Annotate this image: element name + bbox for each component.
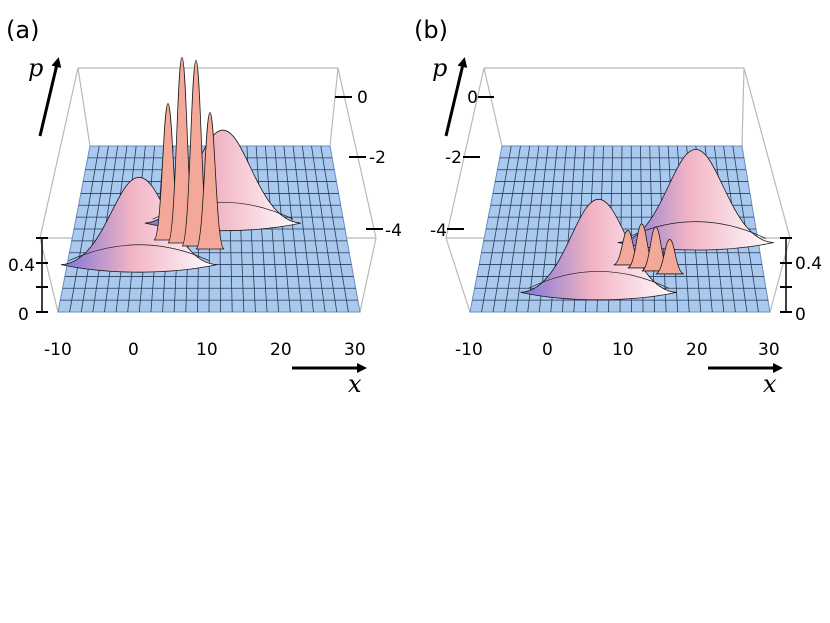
panel-b-p-label: p [432,54,447,82]
interference-fringe [195,112,225,250]
gaussian-peak [617,149,774,251]
box-edge [39,237,59,313]
panel-b-p-arrow [444,57,468,137]
z-tick-label: 0 [18,305,29,325]
panel-a: (a) p 0 -2 -4 0.4 0 -10 0 [6,16,402,398]
z-tick-label: 0.4 [8,256,35,276]
panel-a-z-ticks: 0.4 0 [8,237,48,325]
panel-a-p-label: p [28,54,43,82]
panel-a-x-ticks: -10 0 10 20 30 [44,340,366,360]
panel-b-p-ticks: 0 -2 -4 [430,88,494,241]
x-tick-label: 30 [758,340,780,360]
box-edge [445,237,471,313]
x-tick-label: 0 [542,340,553,360]
box-edge [769,237,791,313]
panel-a-x-label: x [348,370,362,398]
panel-b-x-label: x [763,370,777,398]
peak [613,223,684,275]
box-edge [329,67,339,147]
panel-b-label: (b) [414,16,448,44]
box-edge [77,67,91,147]
panel-b-x-ticks: -10 0 10 20 30 [455,340,780,360]
box-edge [743,67,791,239]
x-tick-label: 20 [686,340,708,360]
interference-fringe [655,239,684,275]
panel-b-peaks [520,149,774,301]
box-edge [39,67,79,239]
z-tick-label: 0.4 [795,254,822,274]
panel-a-p-arrow [38,57,62,137]
x-tick-label: -10 [44,340,72,360]
x-tick-label: 20 [270,340,292,360]
panel-b: (b) p 0 -2 -4 0.4 0 -10 0 [414,16,822,398]
p-tick-label: -2 [445,148,462,168]
panel-a-p-ticks: 0 -2 -4 [335,88,402,241]
p-tick-label: -4 [385,221,402,241]
p-tick-label: 0 [357,88,368,108]
panel-a-label: (a) [6,16,39,44]
x-tick-label: 30 [344,340,366,360]
panel-a-peaks [60,56,301,273]
z-tick-label: 0 [795,305,806,325]
panel-b-z-ticks: 0.4 0 [780,237,822,325]
box-edge [359,237,377,313]
x-tick-label: 10 [612,340,634,360]
p-tick-label: -2 [369,148,386,168]
box-edge [445,67,485,239]
x-tick-label: -10 [455,340,483,360]
p-tick-label: 0 [467,88,478,108]
box-edge [741,67,745,147]
peak [153,56,225,250]
x-tick-label: 0 [128,340,139,360]
box-edge [483,67,503,147]
x-tick-label: 10 [196,340,218,360]
p-tick-label: -4 [430,221,447,241]
peak-contour [68,244,210,261]
peak-contour [528,271,669,289]
